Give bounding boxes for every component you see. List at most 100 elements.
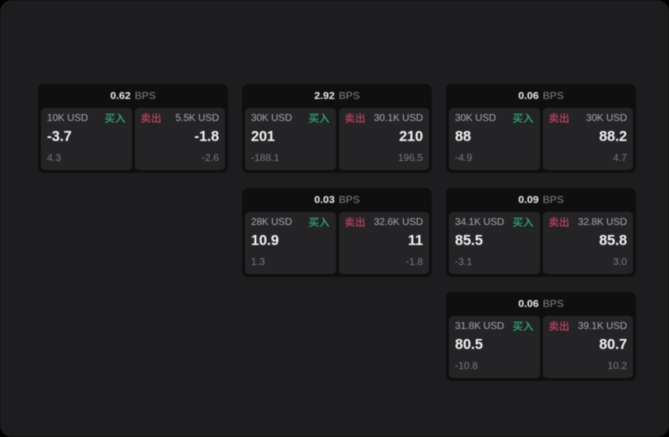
- sell-sub-value: -1.8: [405, 257, 423, 268]
- quote-card-header: 0.62 BPS: [38, 84, 228, 105]
- quote-card: 0.62 BPS 10K USD 买入 -3.7 4.3 卖出 5.5K USD…: [38, 84, 228, 173]
- buy-panel-top: 10K USD 买入: [47, 110, 126, 126]
- buy-side-label: 买入: [308, 214, 330, 230]
- sell-sub-value: 196.5: [397, 153, 423, 164]
- quote-card-header: 2.92 BPS: [242, 84, 432, 105]
- sell-price: 11: [407, 233, 423, 249]
- sell-side-label: 卖出: [548, 214, 570, 230]
- sell-amount: 32.8K USD: [577, 216, 627, 228]
- bps-value: 0.09: [518, 193, 539, 206]
- sell-side-label: 卖出: [344, 214, 366, 230]
- sell-panel-top: 卖出 39.1K USD: [548, 318, 628, 334]
- sell-price: -1.8: [194, 129, 219, 145]
- quote-card-panels: 30K USD 买入 201 -188.1 卖出 30.1K USD 210 1…: [245, 108, 429, 170]
- sell-side-label: 卖出: [548, 318, 570, 334]
- buy-panel-top: 31.8K USD 买入: [455, 318, 534, 334]
- sell-amount: 39.1K USD: [577, 320, 627, 332]
- buy-amount: 34.1K USD: [455, 216, 505, 228]
- buy-panel-top: 30K USD 买入: [455, 110, 534, 126]
- buy-panel[interactable]: 31.8K USD 买入 80.5 -10.8: [449, 316, 540, 378]
- quote-card-header: 0.06 BPS: [446, 292, 636, 313]
- buy-side-label: 买入: [512, 318, 534, 334]
- sell-panel-top: 卖出 30.1K USD: [345, 111, 424, 126]
- buy-amount: 30K USD: [455, 112, 496, 124]
- sell-sub-value: 10.2: [607, 361, 627, 372]
- buy-price: 80.5: [455, 337, 483, 353]
- bps-value: 0.06: [518, 89, 539, 102]
- quote-card: 0.06 BPS 31.8K USD 买入 80.5 -10.8 卖出 39.1…: [446, 292, 636, 381]
- buy-sub-value: 1.3: [251, 257, 265, 268]
- sell-panel[interactable]: 卖出 39.1K USD 80.7 10.2: [542, 316, 633, 378]
- sell-panel-top: 卖出 32.6K USD: [344, 214, 424, 230]
- sell-panel[interactable]: 卖出 32.8K USD 85.8 3.0: [542, 212, 633, 274]
- buy-panel[interactable]: 28K USD 买入 10.9 1.3: [245, 212, 336, 274]
- buy-price: 88: [455, 129, 471, 145]
- sell-side-label: 卖出: [548, 110, 570, 126]
- buy-panel[interactable]: 30K USD 买入 201 -188.1: [245, 108, 336, 170]
- sell-price: 85.8: [599, 233, 627, 249]
- buy-panel-top: 28K USD 买入: [251, 214, 330, 230]
- sell-panel[interactable]: 卖出 5.5K USD -1.8 -2.6: [134, 108, 225, 170]
- sell-panel-top: 卖出 5.5K USD: [140, 110, 220, 126]
- quote-card-header: 0.09 BPS: [446, 188, 636, 209]
- bps-value: 0.06: [518, 297, 539, 310]
- buy-amount: 28K USD: [251, 216, 292, 228]
- quote-card-header: 0.06 BPS: [446, 84, 636, 105]
- buy-amount: 30K USD: [251, 112, 292, 124]
- sell-side-label: 卖出: [140, 110, 162, 126]
- sell-panel-top: 卖出 30K USD: [548, 110, 628, 126]
- buy-panel[interactable]: 10K USD 买入 -3.7 4.3: [41, 108, 132, 170]
- quote-card-header: 0.03 BPS: [242, 188, 432, 209]
- sell-amount: 5.5K USD: [175, 112, 219, 124]
- buy-price: 10.9: [251, 233, 279, 249]
- quote-card-panels: 31.8K USD 买入 80.5 -10.8 卖出 39.1K USD 80.…: [449, 316, 633, 378]
- quote-card-panels: 30K USD 买入 88 -4.9 卖出 30K USD 88.2 4.7: [449, 108, 633, 170]
- sell-amount: 30K USD: [586, 112, 627, 124]
- bps-unit-label: BPS: [542, 297, 564, 310]
- buy-side-label: 买入: [308, 110, 330, 126]
- buy-sub-value: -188.1: [251, 153, 280, 164]
- sell-panel[interactable]: 卖出 30K USD 88.2 4.7: [542, 108, 633, 170]
- sell-panel-top: 卖出 32.8K USD: [548, 214, 628, 230]
- sell-amount: 32.6K USD: [373, 216, 423, 228]
- sell-sub-value: -2.6: [201, 153, 219, 164]
- sell-price: 210: [399, 129, 423, 145]
- buy-price: 201: [251, 129, 275, 145]
- sell-sub-value: 4.7: [613, 153, 627, 164]
- quote-card: 0.09 BPS 34.1K USD 买入 85.5 -3.1 卖出 32.8K…: [446, 188, 636, 277]
- buy-sub-value: -10.8: [455, 361, 478, 372]
- bps-unit-label: BPS: [134, 89, 156, 102]
- buy-panel-top: 34.1K USD 买入: [455, 215, 534, 230]
- bps-unit-label: BPS: [338, 89, 360, 102]
- bps-unit-label: BPS: [542, 193, 564, 206]
- bps-value: 0.03: [314, 193, 335, 206]
- quote-card-panels: 28K USD 买入 10.9 1.3 卖出 32.6K USD 11 -1.8: [245, 212, 429, 274]
- bps-value: 0.62: [110, 89, 131, 102]
- buy-sub-value: -4.9: [455, 153, 473, 164]
- buy-panel[interactable]: 34.1K USD 买入 85.5 -3.1: [449, 212, 540, 274]
- quote-card: 0.06 BPS 30K USD 买入 88 -4.9 卖出 30K USD 8…: [446, 84, 636, 173]
- buy-sub-value: -3.1: [455, 257, 473, 268]
- quote-card-panels: 34.1K USD 买入 85.5 -3.1 卖出 32.8K USD 85.8…: [449, 212, 633, 274]
- buy-price: -3.7: [47, 129, 72, 145]
- buy-panel-top: 30K USD 买入: [251, 110, 330, 126]
- quote-card: 2.92 BPS 30K USD 买入 201 -188.1 卖出 30.1K …: [242, 84, 432, 173]
- sell-amount: 30.1K USD: [373, 112, 423, 124]
- buy-panel[interactable]: 30K USD 买入 88 -4.9: [449, 108, 540, 170]
- sell-panel[interactable]: 卖出 30.1K USD 210 196.5: [338, 108, 429, 170]
- buy-side-label: 买入: [512, 110, 534, 126]
- buy-price: 85.5: [455, 233, 483, 249]
- sell-panel[interactable]: 卖出 32.6K USD 11 -1.8: [338, 212, 429, 274]
- sell-sub-value: 3.0: [613, 257, 627, 268]
- buy-side-label: 买入: [104, 110, 126, 126]
- buy-amount: 10K USD: [47, 112, 88, 124]
- bps-unit-label: BPS: [542, 89, 564, 102]
- sell-price: 80.7: [599, 337, 627, 353]
- bps-unit-label: BPS: [338, 193, 360, 206]
- quote-card: 0.03 BPS 28K USD 买入 10.9 1.3 卖出 32.6K US…: [242, 188, 432, 277]
- buy-sub-value: 4.3: [47, 153, 61, 164]
- quote-card-panels: 10K USD 买入 -3.7 4.3 卖出 5.5K USD -1.8 -2.…: [41, 108, 225, 170]
- bps-value: 2.92: [314, 89, 335, 102]
